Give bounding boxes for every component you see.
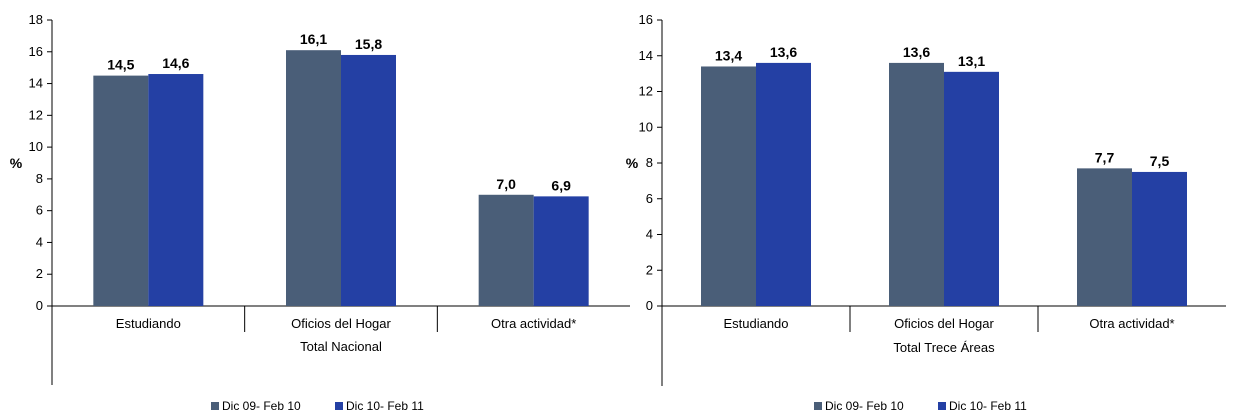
x-tick-label: Otra actividad* bbox=[1089, 316, 1174, 331]
data-label: 13,4 bbox=[715, 47, 742, 63]
x-axis-label: Total Nacional bbox=[300, 339, 382, 354]
bar bbox=[701, 66, 756, 306]
data-label: 15,8 bbox=[355, 36, 382, 52]
x-tick-label: Otra actividad* bbox=[491, 316, 576, 331]
x-tick-label: Estudiando bbox=[116, 316, 181, 331]
chart-2: 0 2 4 6 8 10 12 14 16% 13,4 13,6 Estudiando 13,6 13,1… bbox=[626, 12, 1226, 413]
y-tick-label: 0 bbox=[36, 298, 43, 313]
data-label: 13,6 bbox=[903, 44, 930, 60]
legend: Dic 09- Feb 10 Dic 10- Feb 11 bbox=[814, 399, 1027, 413]
y-tick-label: 0 bbox=[646, 298, 653, 313]
x-tick-label: Oficios del Hogar bbox=[291, 316, 391, 331]
legend-swatch bbox=[938, 402, 946, 410]
legend: Dic 09- Feb 10 Dic 10- Feb 11 bbox=[211, 399, 424, 413]
data-label: 16,1 bbox=[300, 31, 327, 47]
bar bbox=[478, 194, 534, 306]
data-label: 6,9 bbox=[551, 177, 571, 193]
y-axis-label: % bbox=[626, 155, 639, 171]
y-tick-label: 2 bbox=[646, 262, 653, 277]
y-tick-label: 18 bbox=[29, 12, 43, 27]
data-label: 13,6 bbox=[770, 44, 797, 60]
data-label: 14,5 bbox=[107, 57, 134, 73]
legend-label: Dic 09- Feb 10 bbox=[222, 399, 301, 413]
data-label: 7,7 bbox=[1095, 149, 1115, 165]
bar bbox=[1132, 171, 1187, 306]
y-tick-label: 14 bbox=[639, 48, 653, 63]
y-axis-label: % bbox=[10, 155, 23, 171]
y-tick-label: 10 bbox=[639, 119, 653, 134]
bar bbox=[889, 62, 944, 307]
legend-swatch bbox=[814, 402, 822, 410]
y-tick-label: 8 bbox=[36, 171, 43, 186]
y-tick-label: 4 bbox=[36, 234, 43, 249]
bar bbox=[944, 71, 999, 307]
data-label: 13,1 bbox=[958, 53, 985, 69]
y-tick-label: 2 bbox=[36, 266, 43, 281]
legend-swatch bbox=[335, 402, 343, 410]
data-label: 14,6 bbox=[162, 55, 189, 71]
bar bbox=[93, 75, 149, 306]
bar bbox=[756, 62, 811, 307]
x-tick-label: Estudiando bbox=[723, 316, 788, 331]
bar bbox=[533, 196, 589, 306]
x-axis-label: Total Trece Áreas bbox=[893, 340, 995, 355]
y-tick-label: 8 bbox=[646, 155, 653, 170]
chart-1: 0 2 4 6 8 10 12 14 16 18% 14,5 14,6 Estudiando 16,1 15… bbox=[10, 12, 630, 413]
data-label: 7,5 bbox=[1150, 153, 1170, 169]
data-label: 7,0 bbox=[496, 176, 516, 192]
bar bbox=[286, 50, 341, 306]
y-tick-label: 16 bbox=[29, 44, 43, 59]
legend-swatch bbox=[211, 402, 219, 410]
y-tick-label: 14 bbox=[29, 76, 43, 91]
bar bbox=[148, 74, 204, 307]
y-tick-label: 6 bbox=[36, 203, 43, 218]
legend-label: Dic 10- Feb 11 bbox=[949, 399, 1027, 413]
y-tick-label: 12 bbox=[29, 107, 43, 122]
bar bbox=[1077, 168, 1132, 306]
legend-label: Dic 09- Feb 10 bbox=[825, 399, 904, 413]
bar bbox=[341, 54, 396, 307]
y-tick-label: 4 bbox=[646, 227, 653, 242]
x-tick-label: Oficios del Hogar bbox=[894, 316, 994, 331]
legend-label: Dic 10- Feb 11 bbox=[346, 399, 424, 413]
y-tick-label: 6 bbox=[646, 191, 653, 206]
y-tick-label: 16 bbox=[639, 12, 653, 27]
y-tick-label: 10 bbox=[29, 139, 43, 154]
y-tick-label: 12 bbox=[639, 84, 653, 99]
